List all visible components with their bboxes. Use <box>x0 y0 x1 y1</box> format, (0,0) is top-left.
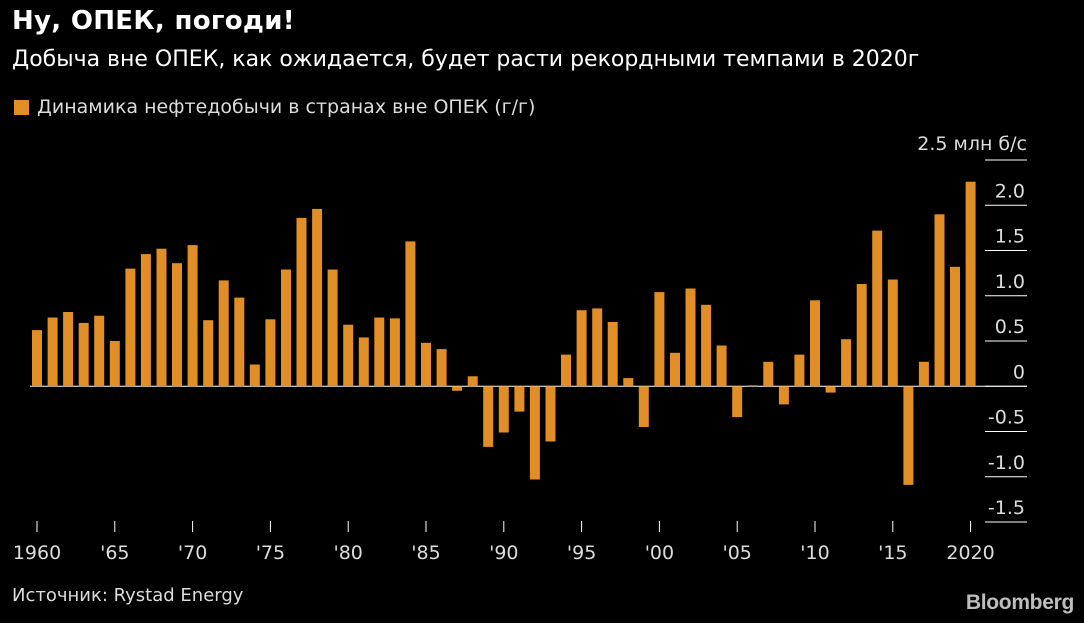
bar <box>732 386 743 418</box>
bar <box>172 263 182 387</box>
x-tick-label: '80 <box>333 542 362 564</box>
chart-subtitle: Добыча вне ОПЕК, как ожидается, будет ра… <box>12 47 920 72</box>
bar <box>47 317 58 387</box>
bar <box>203 320 214 387</box>
bar <box>623 378 634 387</box>
bar <box>592 308 603 387</box>
bar <box>965 181 976 387</box>
bar <box>903 386 914 485</box>
bar <box>265 319 276 387</box>
bar <box>483 386 494 447</box>
legend-swatch <box>14 99 29 115</box>
bar <box>109 341 120 387</box>
bar <box>63 312 74 387</box>
bar <box>950 266 960 387</box>
x-tick-label: '75 <box>256 542 285 564</box>
y-tick-label: 1.5 <box>995 226 1025 248</box>
bar <box>452 386 463 391</box>
x-tick-label: '05 <box>722 542 751 564</box>
bar <box>747 385 758 387</box>
legend: Динамика нефтедобычи в странах вне ОПЕК … <box>14 96 535 118</box>
x-tick-label: '00 <box>645 542 674 564</box>
y-tick-label: -1.0 <box>988 452 1025 474</box>
y-tick-label: -1.5 <box>988 497 1025 519</box>
bar <box>887 279 898 387</box>
bar <box>358 337 369 387</box>
y-tick-label: 0 <box>1013 361 1025 383</box>
y-tick-label: 0.5 <box>995 316 1025 338</box>
x-tick-label: '65 <box>100 542 129 564</box>
bar <box>374 317 385 387</box>
bar <box>389 318 400 387</box>
x-tick-label: 2020 <box>946 542 994 564</box>
bar <box>78 322 89 387</box>
bar <box>327 269 338 387</box>
bar <box>545 386 556 442</box>
y-tick-label: 2.5 млн б/с <box>917 133 1027 155</box>
x-tick-label: '85 <box>411 542 440 564</box>
bar <box>187 245 198 387</box>
x-tick-label: '90 <box>489 542 518 564</box>
x-tick-label: 1960 <box>13 542 61 564</box>
bloomberg-logo: Bloomberg <box>965 591 1074 614</box>
bar <box>654 292 665 387</box>
bar <box>701 304 712 387</box>
bar <box>125 268 136 387</box>
bar <box>638 386 649 427</box>
bar <box>296 217 307 387</box>
bar <box>856 284 867 387</box>
bar <box>467 376 478 387</box>
bar <box>716 345 727 387</box>
bar <box>436 349 447 387</box>
bar <box>156 248 167 387</box>
y-tick-label: 1.0 <box>995 271 1025 293</box>
bar <box>514 386 525 412</box>
y-tick-label: -0.5 <box>988 407 1025 429</box>
bar <box>934 214 945 387</box>
bar <box>778 386 789 405</box>
bar <box>685 288 696 387</box>
chart-title: Ну, ОПЕК, погоди! <box>12 6 295 36</box>
bar <box>218 280 229 387</box>
bar <box>825 386 836 393</box>
bar <box>32 330 42 387</box>
bar <box>670 352 680 387</box>
x-tick-label: '15 <box>878 542 907 564</box>
bar <box>561 354 571 387</box>
x-tick-label: '10 <box>800 542 829 564</box>
bar <box>94 315 105 387</box>
bar <box>794 354 805 387</box>
bar <box>763 361 774 387</box>
source-note: Источник: Rystad Energy <box>12 585 244 606</box>
bar <box>918 361 929 387</box>
bar <box>140 254 151 387</box>
x-tick-label: '70 <box>178 542 207 564</box>
bar <box>312 208 323 387</box>
bar <box>607 322 618 387</box>
x-tick-label: '95 <box>567 542 596 564</box>
bar <box>421 342 431 387</box>
bar <box>249 364 260 387</box>
bar <box>405 241 416 387</box>
bar <box>343 324 354 387</box>
bar <box>234 297 245 387</box>
bar <box>281 269 291 387</box>
legend-label: Динамика нефтедобычи в странах вне ОПЕК … <box>37 96 536 118</box>
bar <box>529 386 540 480</box>
bar <box>498 386 509 433</box>
bar <box>576 310 587 387</box>
bar <box>810 300 820 387</box>
bar <box>841 339 852 387</box>
bar <box>872 230 883 387</box>
y-tick-label: 2.0 <box>995 180 1025 202</box>
